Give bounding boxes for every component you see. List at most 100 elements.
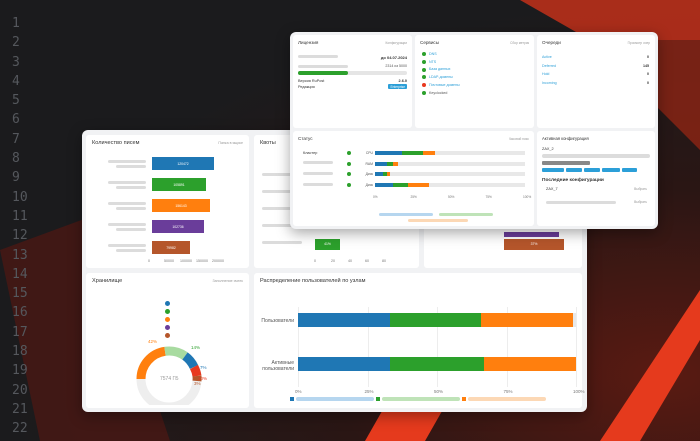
queue-name[interactable]: Active bbox=[542, 55, 552, 59]
gridline bbox=[506, 307, 508, 387]
row-label-placeholder bbox=[108, 160, 146, 163]
line-number: 7 bbox=[12, 131, 20, 147]
mail-count-tick: 150000 bbox=[196, 259, 208, 263]
version-value: 2.6.0 bbox=[398, 79, 407, 83]
error-icon bbox=[422, 83, 426, 88]
distribution-segment bbox=[389, 357, 485, 371]
mail-count-bar-label: 156143 bbox=[175, 203, 187, 208]
service-item[interactable]: DNS bbox=[429, 51, 437, 56]
mail-count-bar bbox=[152, 220, 204, 233]
status-track bbox=[375, 182, 525, 187]
quota-tick: 60 bbox=[365, 259, 369, 263]
distribution-segment bbox=[298, 313, 390, 327]
mail-count-bar bbox=[152, 157, 214, 170]
services-title: Сервисы bbox=[420, 40, 440, 45]
status-segment bbox=[382, 172, 387, 176]
distribution-tick: 25% bbox=[364, 389, 374, 394]
service-item[interactable]: Почтовые домены bbox=[429, 82, 460, 87]
service-item: Keyclocked bbox=[429, 90, 448, 95]
row-label-placeholder bbox=[108, 223, 146, 226]
mail-count-tick: 200000 bbox=[212, 259, 224, 263]
check-icon bbox=[347, 161, 351, 166]
mail-count-bar-label: 79982 bbox=[166, 245, 176, 250]
license-panel: Лицензия Конфигурации до 04.07.2024 2314… bbox=[293, 35, 412, 128]
queue-name[interactable]: Deferred bbox=[542, 63, 556, 68]
check-icon bbox=[422, 59, 426, 64]
queue-name[interactable]: Hold bbox=[542, 72, 550, 76]
edition-badge: Enterprise bbox=[388, 84, 407, 89]
row-label-placeholder bbox=[116, 207, 146, 210]
distribution-tick: 50% bbox=[434, 389, 444, 394]
storage-pct-green: 14% bbox=[191, 345, 201, 350]
status-tick: 0% bbox=[373, 195, 378, 199]
queues-link[interactable]: Просмотр очер bbox=[627, 41, 650, 45]
status-title: Статус bbox=[298, 136, 313, 141]
license-link[interactable]: Конфигурации bbox=[385, 41, 407, 45]
line-number: 9 bbox=[12, 170, 20, 186]
mail-count-bar-label: 102736 bbox=[172, 224, 184, 229]
check-icon bbox=[347, 151, 351, 155]
edition-label: Редакция bbox=[298, 85, 315, 89]
distribution-segment bbox=[389, 313, 482, 327]
recent-configs-title: Последние конфигурации bbox=[542, 178, 604, 183]
row-label-placeholder bbox=[108, 181, 146, 184]
line-number: 21 bbox=[12, 401, 28, 417]
line-number: 5 bbox=[12, 93, 20, 109]
active-config-panel: Активная конфигурация ZAX_2 Последние ко… bbox=[537, 131, 655, 226]
mail-count-bar bbox=[152, 178, 206, 191]
line-number: 12 bbox=[12, 228, 28, 244]
queue-count: 0 bbox=[647, 80, 649, 85]
gridline bbox=[576, 307, 577, 387]
status-row-label: Диск bbox=[365, 172, 373, 176]
distribution-row-active-a: Активные bbox=[271, 360, 294, 366]
gridline bbox=[367, 307, 369, 387]
line-number: 3 bbox=[12, 54, 20, 70]
recent-config-select-2[interactable]: Выбрать bbox=[634, 200, 647, 204]
status-segment bbox=[375, 182, 393, 187]
recent-config-select[interactable]: Выбрать bbox=[634, 187, 647, 191]
line-number: 13 bbox=[12, 247, 28, 263]
services-link[interactable]: Сбор метрик bbox=[510, 41, 529, 45]
mail-count-bar-label: 105891 bbox=[173, 182, 185, 187]
mail-count-bar bbox=[152, 199, 210, 212]
distribution-tick: 100% bbox=[573, 389, 585, 394]
distribution-segment bbox=[481, 313, 574, 327]
line-numbers: 1 2 3 4 5 6 7 8 9 10 11 12 13 14 15 16 17 18 19 20 21 22 bbox=[12, 14, 28, 439]
dashboard-window-front: Лицензия Конфигурации до 04.07.2024 2314… bbox=[290, 32, 658, 229]
line-number: 11 bbox=[12, 208, 28, 224]
queues-panel: Очереди Просмотр очер Active 0 Deferred 145… bbox=[537, 35, 655, 128]
license-usage-fill bbox=[298, 71, 349, 75]
status-track bbox=[375, 161, 525, 166]
queue-count: 0 bbox=[647, 72, 649, 76]
gridline bbox=[437, 307, 438, 387]
service-item[interactable]: База данных bbox=[429, 67, 451, 72]
line-number: 10 bbox=[12, 189, 28, 205]
queue-count: 0 bbox=[647, 55, 649, 59]
check-icon bbox=[347, 172, 351, 176]
line-number: 19 bbox=[12, 363, 28, 379]
status-segment bbox=[402, 151, 423, 155]
status-link[interactable]: Часовой пояс bbox=[508, 137, 529, 141]
gridline bbox=[298, 307, 299, 387]
license-title: Лицензия bbox=[298, 40, 319, 45]
service-item[interactable]: LDAP-домены bbox=[429, 75, 453, 80]
mail-count-panel: Количество писем Папка в ящике 120472 105… bbox=[86, 135, 249, 268]
line-number: 17 bbox=[12, 324, 28, 340]
status-segment bbox=[423, 151, 435, 155]
status-panel: Статус Часовой пояс Кластер CPU RAM Диск Ди… bbox=[293, 131, 534, 226]
recent-config-item: ZAX_7 bbox=[546, 187, 558, 191]
distribution-row-active-b: пользователи bbox=[262, 366, 294, 372]
status-segment bbox=[408, 182, 429, 187]
status-cluster: Кластер bbox=[303, 151, 318, 155]
storage-link[interactable]: Заполнение ячеек bbox=[212, 279, 244, 283]
queue-name[interactable]: Incoming bbox=[542, 80, 557, 85]
line-number: 6 bbox=[12, 112, 20, 128]
row-label-placeholder bbox=[108, 202, 146, 205]
storage-pct-brown: 3% bbox=[194, 381, 201, 386]
status-row-label: CPU bbox=[365, 151, 373, 155]
row-label-placeholder bbox=[116, 228, 146, 231]
mail-count-tick: 100000 bbox=[180, 259, 192, 263]
storage-pct-orange: 42% bbox=[148, 339, 158, 344]
mail-count-link[interactable]: Папка в ящике bbox=[218, 141, 243, 145]
service-item[interactable]: NTS bbox=[429, 59, 437, 64]
